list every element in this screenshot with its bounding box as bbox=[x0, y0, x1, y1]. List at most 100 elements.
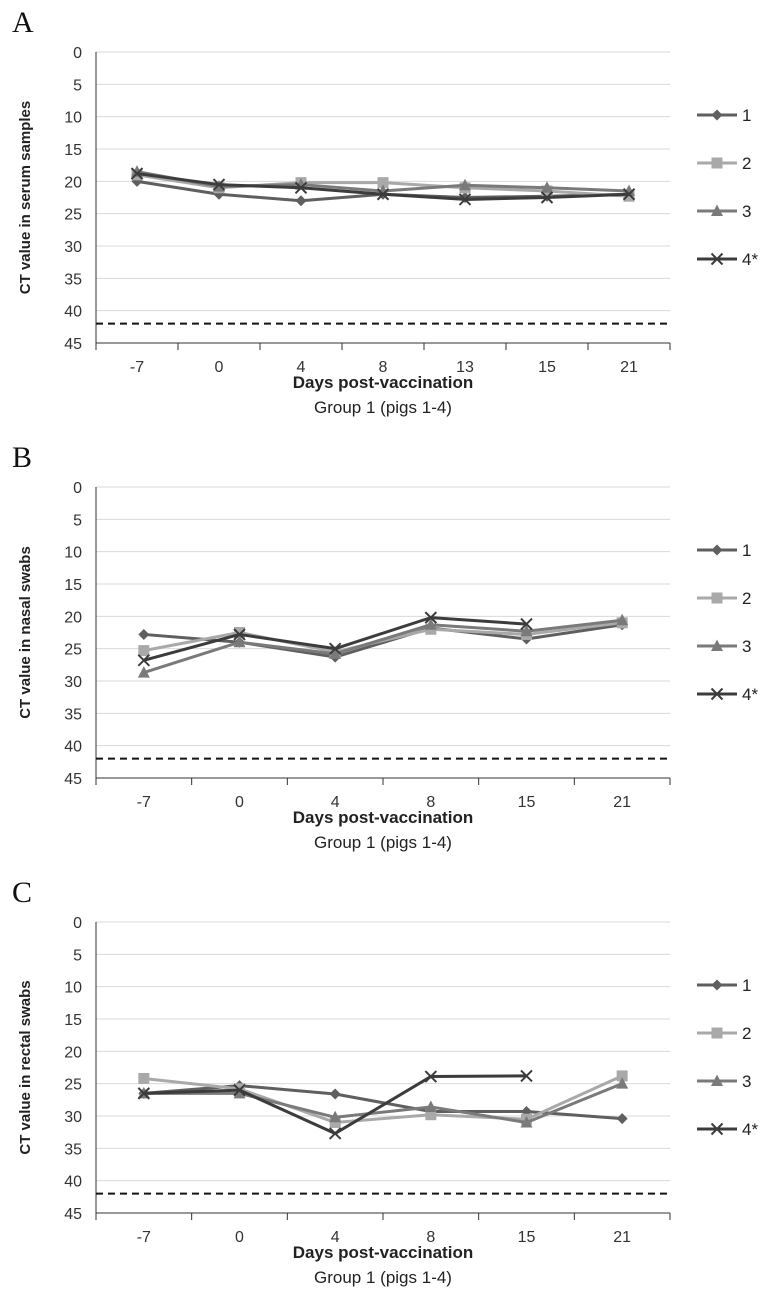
data-point bbox=[424, 618, 437, 630]
data-point bbox=[616, 1077, 629, 1089]
data-point bbox=[137, 666, 150, 678]
legend-label: 3 bbox=[742, 1072, 751, 1091]
legend-item: 2 bbox=[697, 154, 751, 173]
x-tick-label: -7 bbox=[130, 359, 144, 376]
data-point bbox=[138, 645, 150, 657]
data-point bbox=[424, 1070, 438, 1083]
legend-item: 1 bbox=[697, 541, 751, 560]
data-point bbox=[138, 1072, 150, 1084]
data-point bbox=[138, 628, 150, 640]
data-point bbox=[329, 647, 342, 659]
legend-marker bbox=[711, 592, 723, 604]
data-point bbox=[623, 190, 635, 202]
y-tick-label: 45 bbox=[64, 336, 82, 353]
series-3 bbox=[137, 613, 629, 678]
data-point bbox=[328, 642, 342, 655]
legend-label: 1 bbox=[742, 106, 751, 125]
y-tick-label: 25 bbox=[64, 207, 82, 224]
panel-a: A 0 5 10 15 20 25 30 35 40 45 -7 0 4 8 13 15 21 CT value i… bbox=[0, 0, 766, 430]
legend-label: 3 bbox=[742, 202, 751, 221]
panel-letter: A bbox=[12, 6, 34, 39]
x-tick-label: 8 bbox=[379, 359, 388, 376]
series-line bbox=[143, 618, 623, 675]
panel-letter: C bbox=[12, 876, 32, 909]
data-point bbox=[459, 192, 471, 203]
data-point bbox=[520, 624, 533, 637]
legend-item: 3 bbox=[697, 1072, 751, 1091]
x-axis-label: Days post-vaccination bbox=[293, 1243, 473, 1262]
legend-marker bbox=[711, 639, 723, 651]
group-subtitle: Group 1 (pigs 1-4) bbox=[314, 398, 452, 417]
legend-label: 4* bbox=[742, 250, 758, 269]
legend-marker bbox=[711, 544, 723, 556]
data-point bbox=[520, 617, 533, 631]
data-point bbox=[520, 1069, 533, 1083]
x-tick-label: 15 bbox=[538, 359, 556, 376]
x-tick-label: -7 bbox=[137, 1229, 151, 1246]
x-tick-label: 15 bbox=[518, 794, 536, 811]
x-tick-label: 8 bbox=[426, 794, 435, 811]
legend-marker bbox=[710, 687, 724, 701]
series-2 bbox=[138, 1070, 628, 1128]
gridlines bbox=[96, 486, 670, 747]
legend-item: 4* bbox=[697, 685, 758, 704]
legend-label: 2 bbox=[742, 154, 751, 173]
legend-label: 1 bbox=[742, 541, 751, 560]
legend-item: 4* bbox=[697, 250, 758, 269]
y-tick-label: 30 bbox=[64, 1109, 82, 1126]
data-point bbox=[233, 1086, 246, 1099]
series-4 bbox=[137, 611, 533, 667]
data-point bbox=[212, 178, 226, 191]
legend-label: 4* bbox=[742, 1120, 758, 1139]
legend-item: 1 bbox=[697, 106, 751, 125]
y-axis-label: CT value in nasal swabs bbox=[17, 546, 34, 719]
y-tick-label: 10 bbox=[64, 545, 82, 562]
legend-marker bbox=[711, 204, 723, 216]
y-tick-label: 30 bbox=[64, 674, 82, 691]
y-tick-label: 40 bbox=[64, 739, 82, 756]
y-tick-label: 15 bbox=[64, 142, 82, 159]
y-tick-label: 25 bbox=[64, 642, 82, 659]
y-axis-label: CT value in serum samples bbox=[17, 101, 34, 294]
x-tick-label: 0 bbox=[215, 359, 224, 376]
legend-item: 3 bbox=[697, 637, 751, 656]
data-point bbox=[376, 188, 390, 201]
x-tick-label: 13 bbox=[456, 359, 474, 376]
panel-c: C 0 5 10 15 20 25 30 35 40 45 -7 0 4 8 15 21 CT value in … bbox=[0, 870, 766, 1299]
data-point bbox=[377, 177, 389, 189]
panel-letter: B bbox=[12, 441, 32, 474]
y-tick-label: 45 bbox=[64, 1206, 82, 1223]
y-tick-label: 0 bbox=[73, 480, 82, 497]
y-tick-label: 0 bbox=[73, 45, 82, 62]
series-4 bbox=[130, 167, 636, 206]
data-point bbox=[424, 611, 438, 624]
legend-item: 4* bbox=[697, 1120, 758, 1139]
legend: 1 2 3 4* bbox=[697, 106, 758, 269]
legend-item: 1 bbox=[697, 976, 751, 995]
data-point bbox=[329, 1116, 341, 1128]
data-point bbox=[295, 195, 307, 207]
legend-marker bbox=[711, 109, 723, 121]
group-subtitle: Group 1 (pigs 1-4) bbox=[314, 833, 452, 852]
data-point bbox=[622, 188, 636, 201]
legend-marker bbox=[711, 1027, 723, 1039]
series-line bbox=[143, 623, 623, 659]
data-point bbox=[540, 191, 554, 204]
data-point bbox=[329, 1088, 341, 1100]
gridlines bbox=[96, 921, 670, 1182]
data-point bbox=[459, 178, 471, 191]
x-tick-label: 21 bbox=[613, 1229, 631, 1246]
data-point bbox=[137, 654, 151, 667]
y-tick-label: 40 bbox=[64, 1174, 82, 1191]
data-point bbox=[541, 181, 553, 193]
data-point bbox=[616, 1113, 628, 1125]
legend-item: 2 bbox=[697, 589, 751, 608]
legend-label: 4* bbox=[742, 685, 758, 704]
y-tick-label: 35 bbox=[64, 1141, 82, 1158]
data-point bbox=[328, 1127, 342, 1140]
y-tick-label: 10 bbox=[64, 980, 82, 997]
data-point bbox=[616, 613, 629, 626]
